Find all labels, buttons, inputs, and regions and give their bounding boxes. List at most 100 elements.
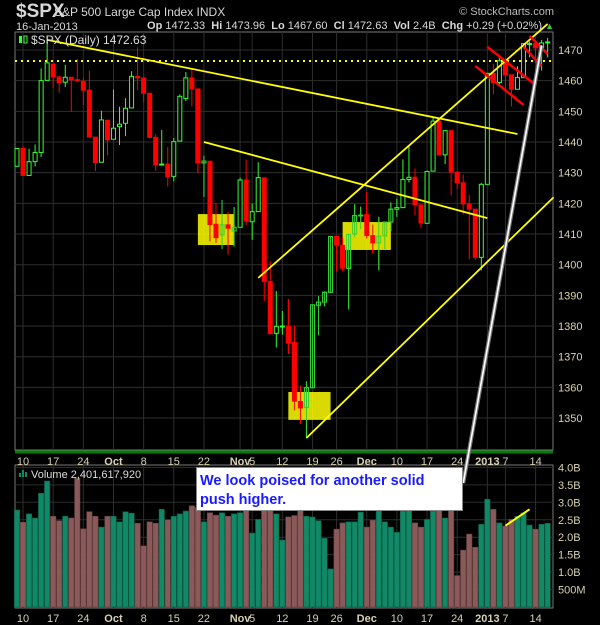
candlestick [412, 168, 418, 216]
candle-body [219, 224, 225, 236]
candle-body [358, 214, 364, 217]
candlestick [74, 58, 80, 83]
candlestick [159, 130, 165, 166]
volume-bar [502, 525, 509, 608]
volume-bar [399, 510, 406, 608]
volume-bar [98, 526, 105, 608]
candlestick [117, 106, 123, 146]
volume-bar [273, 513, 280, 608]
volume-bar [62, 515, 69, 608]
volume-bar [454, 575, 461, 608]
candle-body [370, 235, 376, 244]
open-value: 1472.33 [165, 20, 206, 32]
volume-trendline [504, 508, 531, 527]
candlestick [400, 159, 406, 209]
volume-bar [237, 512, 244, 608]
volume-bar [508, 519, 515, 608]
candlestick [261, 177, 267, 302]
candle-body [177, 95, 183, 142]
candlestick [92, 136, 98, 172]
volume-bar [351, 521, 358, 608]
price-tick-label: 1390 [558, 290, 582, 302]
candlestick [110, 89, 116, 140]
volume-bar [68, 517, 75, 608]
volume-bar [86, 511, 93, 608]
candlestick [508, 74, 514, 107]
candlestick [267, 261, 273, 335]
volume-bar [520, 512, 527, 608]
candlestick [424, 170, 430, 224]
volume-bar [466, 533, 473, 608]
volume-tick-label: 3.0B [558, 497, 581, 509]
candle-body [514, 77, 520, 90]
candle-body [243, 179, 249, 222]
candle-body [412, 176, 418, 206]
quote-summary: Op 1472.33 Hi 1473.96 Lo 1467.60 Cl 1472… [147, 20, 554, 32]
date-tick-label: Dec [357, 456, 377, 468]
price-tick-label: 1430 [558, 168, 582, 180]
volume-bar [393, 532, 400, 608]
date-tick-label: Oct [104, 456, 123, 468]
volume-legend-icon [25, 472, 27, 477]
price-legend-text: $SPX (Daily) 1472.63 [31, 33, 147, 47]
candle-body [400, 178, 406, 209]
candle-body [135, 75, 141, 79]
candle-body [454, 171, 460, 184]
date-tick-label: 24 [77, 613, 89, 625]
volume-bar [357, 511, 364, 608]
candle-body [430, 120, 436, 172]
date-tick-label: 10 [391, 613, 403, 625]
volume-bar [74, 477, 81, 608]
candlestick [62, 64, 68, 88]
price-tick-label: 1370 [558, 352, 582, 364]
volume-bar [176, 513, 183, 608]
date-tick-label: 17 [47, 613, 59, 625]
candlestick [334, 235, 340, 272]
price-tick-label: 1350 [558, 413, 582, 425]
candle-body [255, 177, 261, 213]
price-tick-label: 1420 [558, 198, 582, 210]
callout-line-2: push higher. [200, 492, 287, 508]
index-name: S&P 500 Large Cap Index INDX [54, 5, 226, 19]
candlestick [147, 92, 153, 139]
volume-bar [514, 515, 521, 608]
volume-bar [369, 519, 376, 608]
volume-bar [345, 521, 352, 608]
volume-tick-label: 4.0B [558, 462, 581, 474]
volume-bar [152, 522, 159, 608]
date-tick-label: 5 [249, 456, 255, 468]
volume-bar [285, 516, 292, 608]
candle-body [50, 63, 56, 78]
volume-value: 2.4B [412, 20, 436, 32]
volume-bar [424, 519, 431, 608]
volume-bar [267, 508, 274, 608]
volume-bar [333, 528, 340, 608]
date-tick-label: 5 [249, 613, 255, 625]
date-tick-label: 17 [421, 456, 433, 468]
candle-body [418, 204, 424, 224]
volume-bar [544, 522, 551, 608]
volume-bar [170, 515, 177, 608]
candle-body [249, 211, 255, 223]
candle-body [364, 214, 370, 237]
change-value: +0.29 (+0.02%) [466, 20, 543, 32]
candle-body [237, 179, 243, 228]
annotation-callout: We look poised for another solid push hi… [196, 467, 463, 511]
volume-bar [206, 512, 213, 608]
volume-tick-label: 1.0B [558, 567, 581, 579]
price-tick-label: 1440 [558, 137, 582, 149]
candle-body [207, 160, 213, 226]
date-tick-label: 14 [529, 613, 541, 625]
candle-body [14, 147, 20, 167]
candlestick [68, 76, 74, 112]
candle-body [153, 136, 159, 166]
candlestick [153, 134, 159, 171]
candlestick [430, 117, 436, 172]
candlestick [123, 98, 129, 137]
volume-bar [158, 508, 165, 608]
candle-body [80, 80, 86, 91]
price-tick-label: 1460 [558, 76, 582, 88]
volume-bar [188, 505, 195, 608]
brand-watermark: © StockCharts.com [459, 6, 554, 18]
